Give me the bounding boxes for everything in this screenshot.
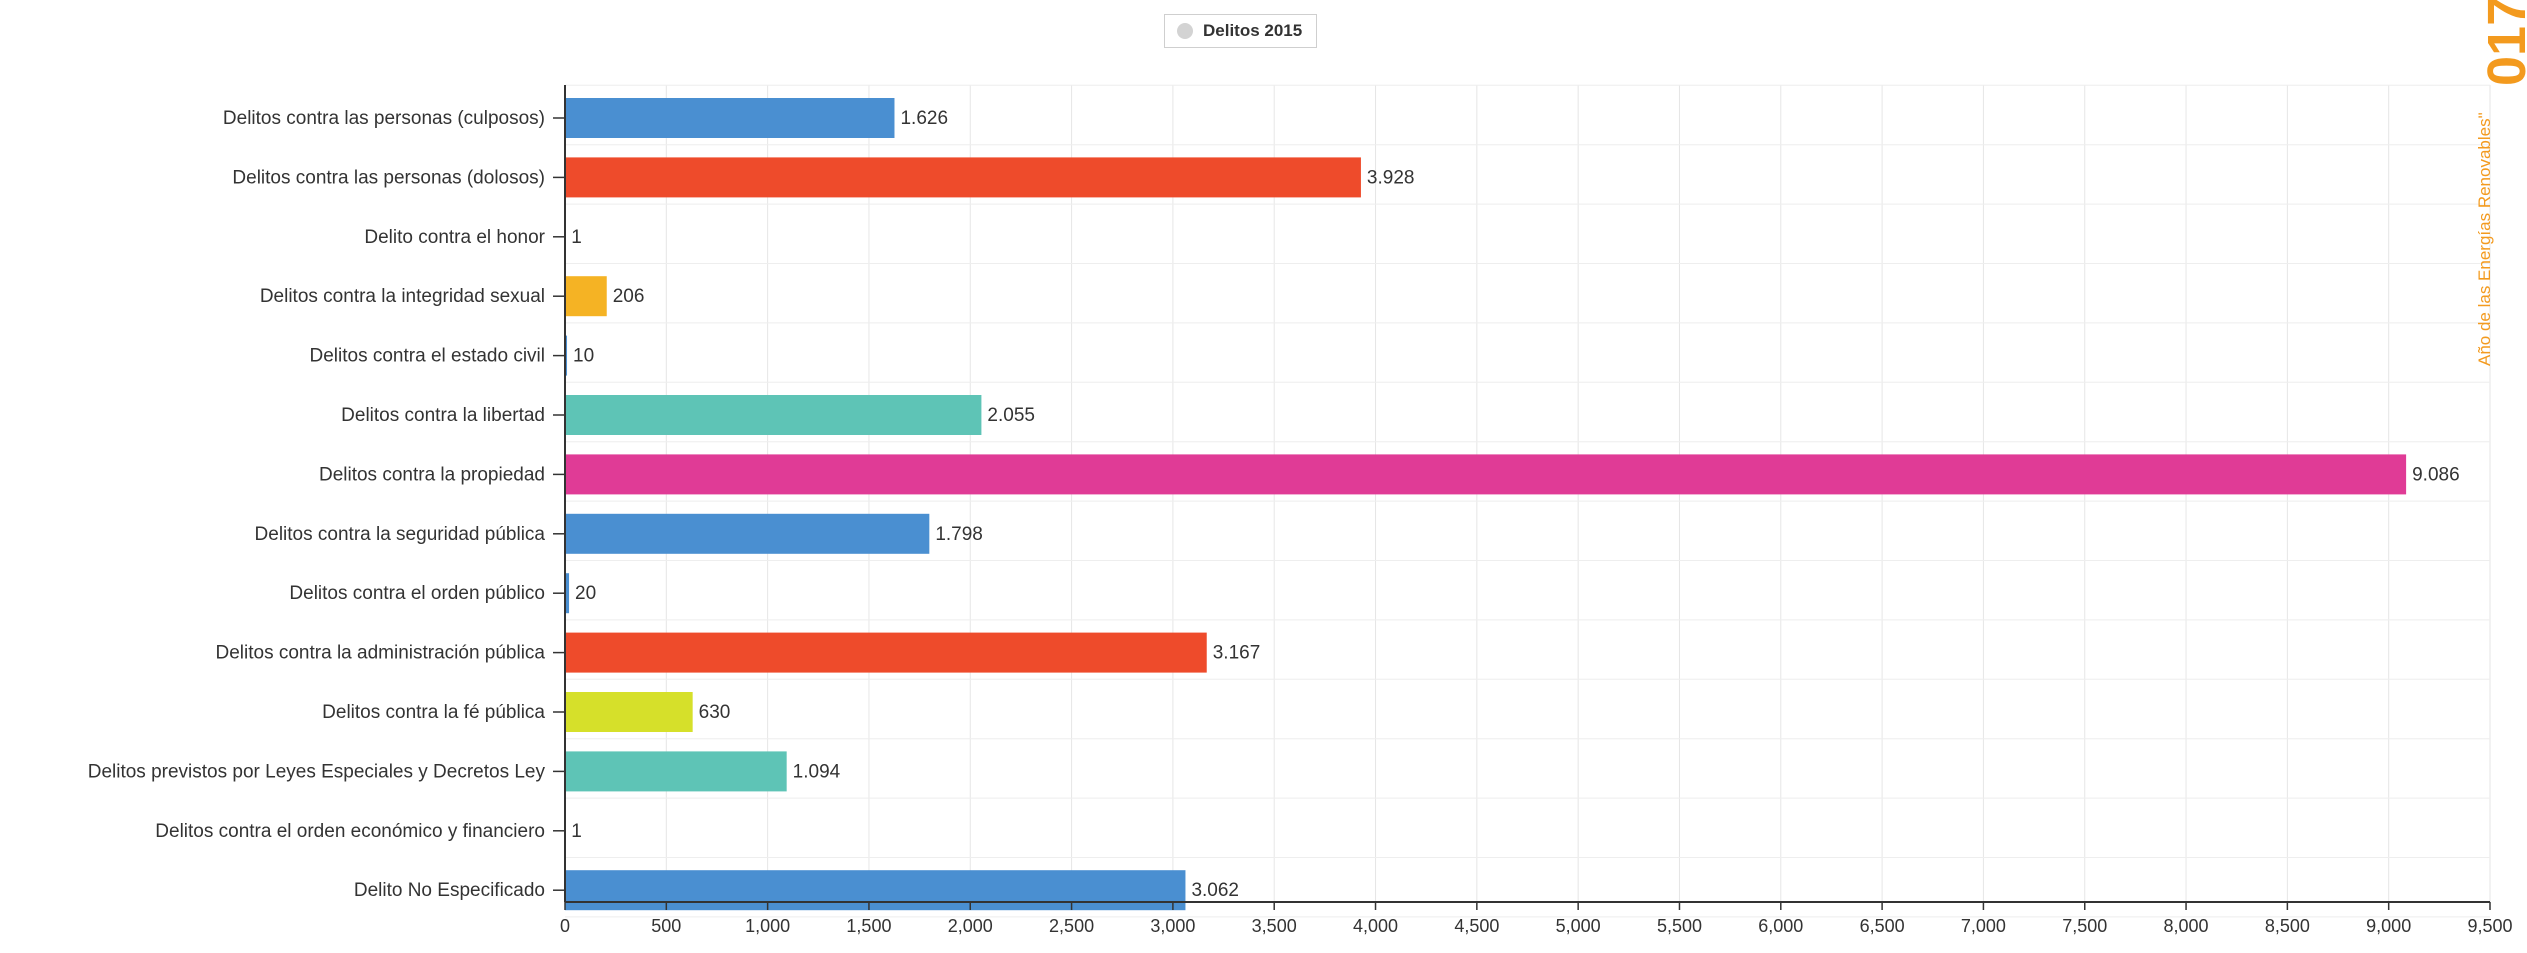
data-label: 1	[571, 227, 582, 248]
x-tick-label: 6,000	[1758, 916, 1803, 936]
x-tick-label: 3,000	[1150, 916, 1195, 936]
x-tick-label: 9,500	[2467, 916, 2512, 936]
category-label: Delitos contra el estado civil	[310, 346, 546, 367]
category-label: Delito contra el honor	[364, 227, 545, 248]
bar[interactable]	[565, 454, 2407, 495]
bar[interactable]	[565, 157, 1361, 198]
category-label: Delitos contra las personas (dolosos)	[232, 167, 545, 188]
data-label: 1.798	[935, 524, 983, 545]
data-label: 1.626	[900, 108, 948, 129]
category-label: Delitos contra la fé pública	[322, 702, 545, 723]
category-label: Delito No Especificado	[354, 880, 545, 901]
x-tick-label: 7,000	[1961, 916, 2006, 936]
legend[interactable]: Delitos 2015	[1164, 14, 1318, 48]
x-tick-label: 2,000	[948, 916, 993, 936]
x-tick-label: 500	[651, 916, 681, 936]
bar[interactable]	[565, 276, 607, 317]
bar[interactable]	[565, 692, 693, 732]
x-tick-label: 9,000	[2366, 916, 2411, 936]
data-label: 630	[699, 702, 731, 723]
bar[interactable]	[565, 751, 787, 792]
x-tick-label: 7,500	[2062, 916, 2107, 936]
x-tick-label: 4,000	[1353, 916, 1398, 936]
category-label: Delitos contra el orden público	[289, 583, 545, 604]
data-label: 3.167	[1213, 643, 1261, 664]
category-label: Delitos contra la integridad sexual	[260, 286, 545, 307]
watermark-text: Año de las Energías Renovables"	[2475, 112, 2494, 366]
data-label: 3.928	[1367, 167, 1415, 188]
x-tick-label: 8,500	[2265, 916, 2310, 936]
legend-swatch	[1177, 23, 1193, 39]
watermark-year: 017	[2477, 0, 2527, 87]
bar[interactable]	[565, 395, 982, 435]
x-tick-label: 5,000	[1556, 916, 1601, 936]
category-label: Delitos contra las personas (culposos)	[223, 108, 545, 129]
category-label: Delitos previstos por Leyes Especiales y…	[88, 761, 546, 782]
data-label: 1	[571, 821, 582, 842]
category-label: Delitos contra la propiedad	[319, 464, 545, 485]
category-label: Delitos contra la administración pública	[216, 643, 546, 664]
x-tick-label: 1,000	[745, 916, 790, 936]
data-label: 10	[573, 346, 594, 367]
category-label: Delitos contra la libertad	[341, 405, 545, 426]
bar[interactable]	[565, 98, 895, 138]
x-tick-label: 5,500	[1657, 916, 1702, 936]
data-label: 1.094	[793, 761, 841, 782]
x-tick-label: 3,500	[1252, 916, 1297, 936]
data-label: 3.062	[1191, 880, 1239, 901]
x-tick-label: 2,500	[1049, 916, 1094, 936]
data-label: 9.086	[2412, 464, 2460, 485]
x-tick-label: 6,500	[1860, 916, 1905, 936]
x-tick-label: 4,500	[1454, 916, 1499, 936]
x-tick-label: 0	[560, 916, 570, 936]
bar[interactable]	[565, 870, 1186, 911]
category-label: Delitos contra la seguridad pública	[255, 524, 546, 545]
bar[interactable]	[565, 632, 1207, 673]
x-tick-label: 8,000	[2164, 916, 2209, 936]
data-label: 2.055	[987, 405, 1035, 426]
x-tick-label: 1,500	[846, 916, 891, 936]
bar[interactable]	[565, 513, 930, 554]
data-label: 206	[613, 286, 645, 307]
watermark-logo: 017 Año de las Energías Renovables"	[2470, 0, 2527, 450]
legend-label: Delitos 2015	[1203, 21, 1303, 40]
bar[interactable]	[565, 573, 570, 614]
bar[interactable]	[565, 335, 568, 376]
category-label: Delitos contra el orden económico y fina…	[155, 821, 545, 842]
data-label: 20	[575, 583, 596, 604]
